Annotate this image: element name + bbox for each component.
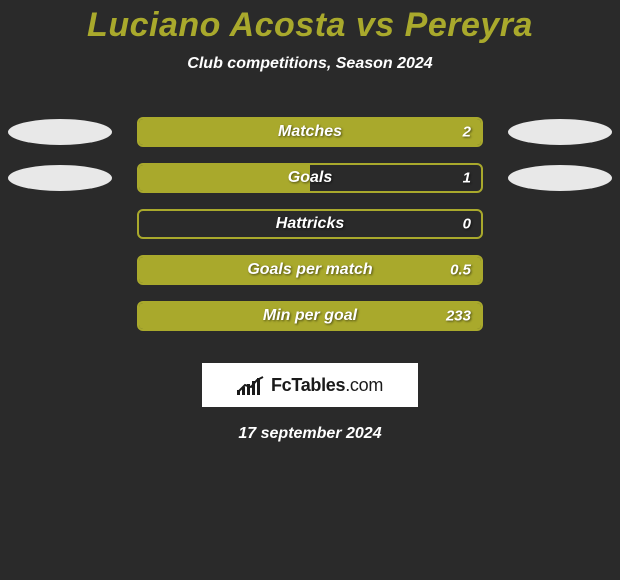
player-marker-right <box>508 119 612 145</box>
player-marker-left <box>8 119 112 145</box>
stat-row: Goals per match 0.5 <box>0 247 620 293</box>
logo-chart-icon <box>237 375 265 395</box>
stat-rows: Matches 2 Goals 1 Hattricks 0 <box>0 109 620 339</box>
page-subtitle: Club competitions, Season 2024 <box>0 55 620 73</box>
stat-label: Goals <box>288 169 332 187</box>
stat-label: Hattricks <box>276 215 344 233</box>
stat-bar: Matches 2 <box>137 117 483 147</box>
stat-bar: Goals 1 <box>137 163 483 193</box>
player-marker-right <box>508 165 612 191</box>
stat-label: Matches <box>278 123 342 141</box>
stat-value: 233 <box>446 308 471 325</box>
logo-text: FcTables.com <box>271 375 383 396</box>
stat-value: 0 <box>463 216 471 233</box>
stat-row: Hattricks 0 <box>0 201 620 247</box>
stat-label: Min per goal <box>263 307 357 325</box>
stat-row: Matches 2 <box>0 109 620 155</box>
page-title: Luciano Acosta vs Pereyra <box>0 0 620 45</box>
stat-row: Goals 1 <box>0 155 620 201</box>
stat-bar: Goals per match 0.5 <box>137 255 483 285</box>
date-text: 17 september 2024 <box>0 425 620 443</box>
stat-value: 1 <box>463 170 471 187</box>
stat-bar-fill <box>139 165 310 191</box>
stat-value: 2 <box>463 124 471 141</box>
player-marker-left <box>8 165 112 191</box>
stat-bar: Min per goal 233 <box>137 301 483 331</box>
fctables-logo[interactable]: FcTables.com <box>202 363 418 407</box>
stat-bar: Hattricks 0 <box>137 209 483 239</box>
stat-row: Min per goal 233 <box>0 293 620 339</box>
stat-label: Goals per match <box>247 261 372 279</box>
stat-value: 0.5 <box>450 262 471 279</box>
comparison-card: Luciano Acosta vs Pereyra Club competiti… <box>0 0 620 580</box>
